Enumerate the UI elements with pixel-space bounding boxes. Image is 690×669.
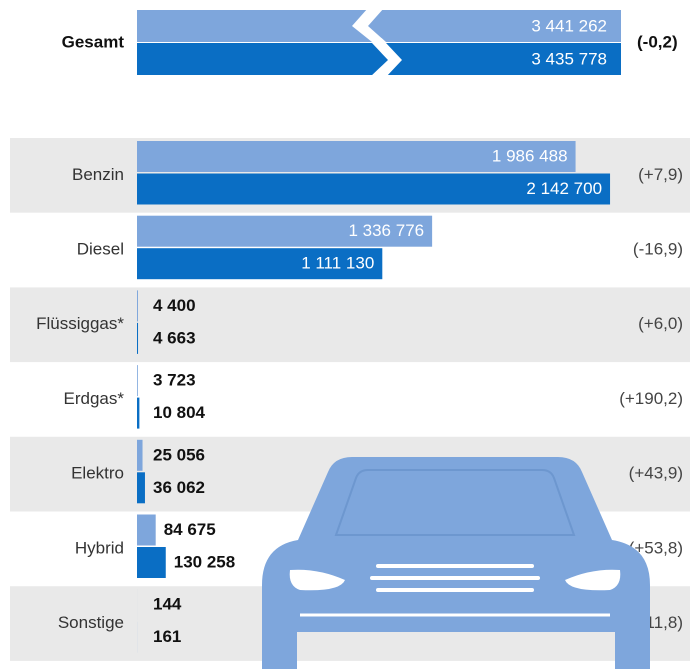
- value-label: 84 675: [164, 520, 216, 539]
- value-label: 3 441 262: [531, 16, 607, 35]
- category-label: Sonstige: [58, 613, 124, 632]
- bar: [137, 398, 139, 429]
- value-label: 10 804: [153, 403, 206, 422]
- category-label: Diesel: [77, 240, 124, 259]
- bar: [137, 290, 138, 321]
- bar: [137, 547, 166, 578]
- total-label: Gesamt: [62, 32, 125, 51]
- value-label: 25 056: [153, 445, 205, 464]
- value-label: 1 336 776: [348, 221, 424, 240]
- category-label: Flüssiggas*: [36, 314, 124, 333]
- category-label: Hybrid: [75, 538, 124, 557]
- category-label: Erdgas*: [64, 389, 125, 408]
- value-label: 4 663: [153, 328, 196, 347]
- value-label: 3 435 778: [531, 49, 607, 68]
- change-label: (+6,0): [638, 314, 683, 333]
- value-label: 1 111 130: [301, 254, 374, 273]
- value-label: 2 142 700: [526, 179, 602, 198]
- value-label: 3 723: [153, 371, 196, 390]
- value-label: 130 258: [174, 552, 235, 571]
- change-label: (+7,9): [638, 165, 683, 184]
- change-label: (+190,2): [619, 389, 683, 408]
- bar: [137, 323, 138, 354]
- bar: [137, 472, 145, 503]
- value-label: 1 986 488: [492, 146, 568, 165]
- value-label: 144: [153, 595, 182, 614]
- value-label: 161: [153, 627, 181, 646]
- value-label: 36 062: [153, 478, 205, 497]
- bar: [137, 515, 156, 546]
- chart: 3 441 262 3 435 778 Gesamt (-0,2) Benzin (+7,…: [0, 0, 690, 669]
- bar: [137, 365, 138, 396]
- category-label: Elektro: [71, 464, 124, 483]
- change-label: (-16,9): [633, 240, 683, 259]
- bar: [137, 440, 143, 471]
- category-label: Benzin: [72, 165, 124, 184]
- total-change: (-0,2): [637, 32, 678, 51]
- change-label: (+43,9): [629, 464, 683, 483]
- value-label: 4 400: [153, 296, 196, 315]
